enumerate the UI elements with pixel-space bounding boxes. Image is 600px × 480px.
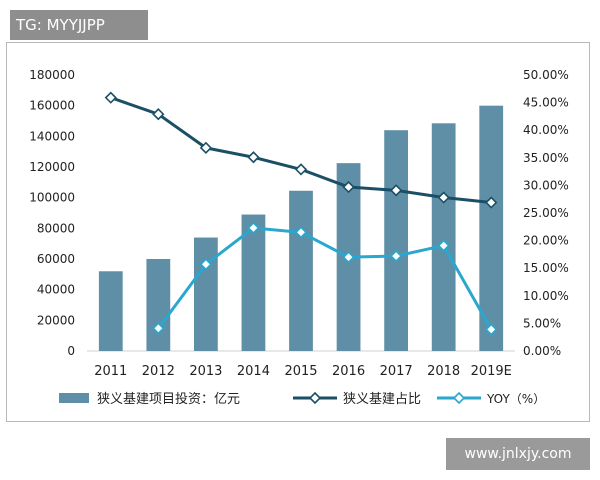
ratio-marker xyxy=(342,180,355,194)
yoy-marker xyxy=(199,258,213,271)
yoy-marker xyxy=(437,239,450,252)
x-tick-label: 2018 xyxy=(427,364,460,379)
ratio-marker xyxy=(485,196,498,209)
x-tick-label: 2012 xyxy=(142,364,175,379)
ratio-marker xyxy=(389,184,403,197)
legend-marker-yoy xyxy=(452,391,466,405)
right-tick-label: 20.00% xyxy=(523,234,569,248)
right-tick-label: 30.00% xyxy=(523,178,569,192)
investment-bar xyxy=(98,271,123,351)
right-tick-label: 25.00% xyxy=(523,206,569,220)
right-tick-label: 50.00% xyxy=(523,68,569,82)
x-tick-label: 2011 xyxy=(94,364,127,379)
x-tick-label: 2015 xyxy=(284,364,317,379)
watermark-top: TG: MYYJJPP xyxy=(10,10,148,40)
yoy-marker xyxy=(342,251,355,264)
investment-bar xyxy=(194,237,218,351)
left-tick-label: 160000 xyxy=(29,99,75,113)
yoy-marker xyxy=(294,226,308,239)
ratio-marker xyxy=(247,151,260,164)
investment-bar xyxy=(146,259,171,351)
left-tick-label: 120000 xyxy=(29,160,75,174)
investment-bar xyxy=(384,130,408,351)
chart-frame: 0 20000 40000 60000 80000 100000 120000 140000 1… xyxy=(6,42,590,422)
yoy-marker xyxy=(485,323,498,336)
x-tick-label: 2013 xyxy=(189,364,222,379)
yoy-marker xyxy=(247,221,260,235)
right-tick-label: 0.00% xyxy=(523,344,561,358)
left-tick-label: 180000 xyxy=(29,68,75,82)
combo-chart: 0 20000 40000 60000 80000 100000 120000 140000 1… xyxy=(29,68,569,407)
x-tick-label: 2014 xyxy=(237,364,270,379)
yoy-marker xyxy=(389,249,403,263)
watermark-bottom: www.jnlxjy.com xyxy=(446,438,590,470)
investment-bar xyxy=(431,123,456,351)
yoy-marker xyxy=(152,322,165,335)
x-tick-label: 2016 xyxy=(332,364,365,379)
left-tick-label: 100000 xyxy=(29,191,75,205)
investment-bar xyxy=(241,214,266,351)
legend-label-ratio: 狭义基建占比 xyxy=(343,392,421,407)
legend-marker-ratio xyxy=(308,391,322,405)
left-tick-label: 0 xyxy=(67,344,75,358)
left-tick-label: 40000 xyxy=(37,283,75,297)
right-tick-label: 5.00% xyxy=(523,316,561,330)
investment-bar xyxy=(289,190,313,351)
legend-swatch-investment xyxy=(59,393,89,403)
ratio-marker xyxy=(437,191,450,204)
ratio-marker xyxy=(104,91,117,104)
legend-label-yoy: YOY（%） xyxy=(486,392,545,406)
right-tick-label: 40.00% xyxy=(523,123,569,137)
yoy-line xyxy=(157,226,493,331)
left-tick-label: 80000 xyxy=(37,221,75,235)
x-tick-label: 2017 xyxy=(380,364,413,379)
ratio-marker xyxy=(294,163,308,176)
right-tick-label: 15.00% xyxy=(523,261,569,275)
ratio-marker xyxy=(152,108,165,121)
right-tick-label: 10.00% xyxy=(523,289,569,303)
x-tick-label: 2019E xyxy=(471,364,512,379)
right-tick-label: 45.00% xyxy=(523,96,569,110)
investment-bar xyxy=(479,105,504,351)
left-tick-label: 60000 xyxy=(37,252,75,266)
ratio-marker xyxy=(199,141,213,154)
left-tick-label: 140000 xyxy=(29,129,75,143)
left-tick-label: 20000 xyxy=(37,313,75,327)
right-tick-label: 35.00% xyxy=(523,151,569,165)
legend-label-investment: 狭义基建项目投资：亿元 xyxy=(97,391,240,407)
